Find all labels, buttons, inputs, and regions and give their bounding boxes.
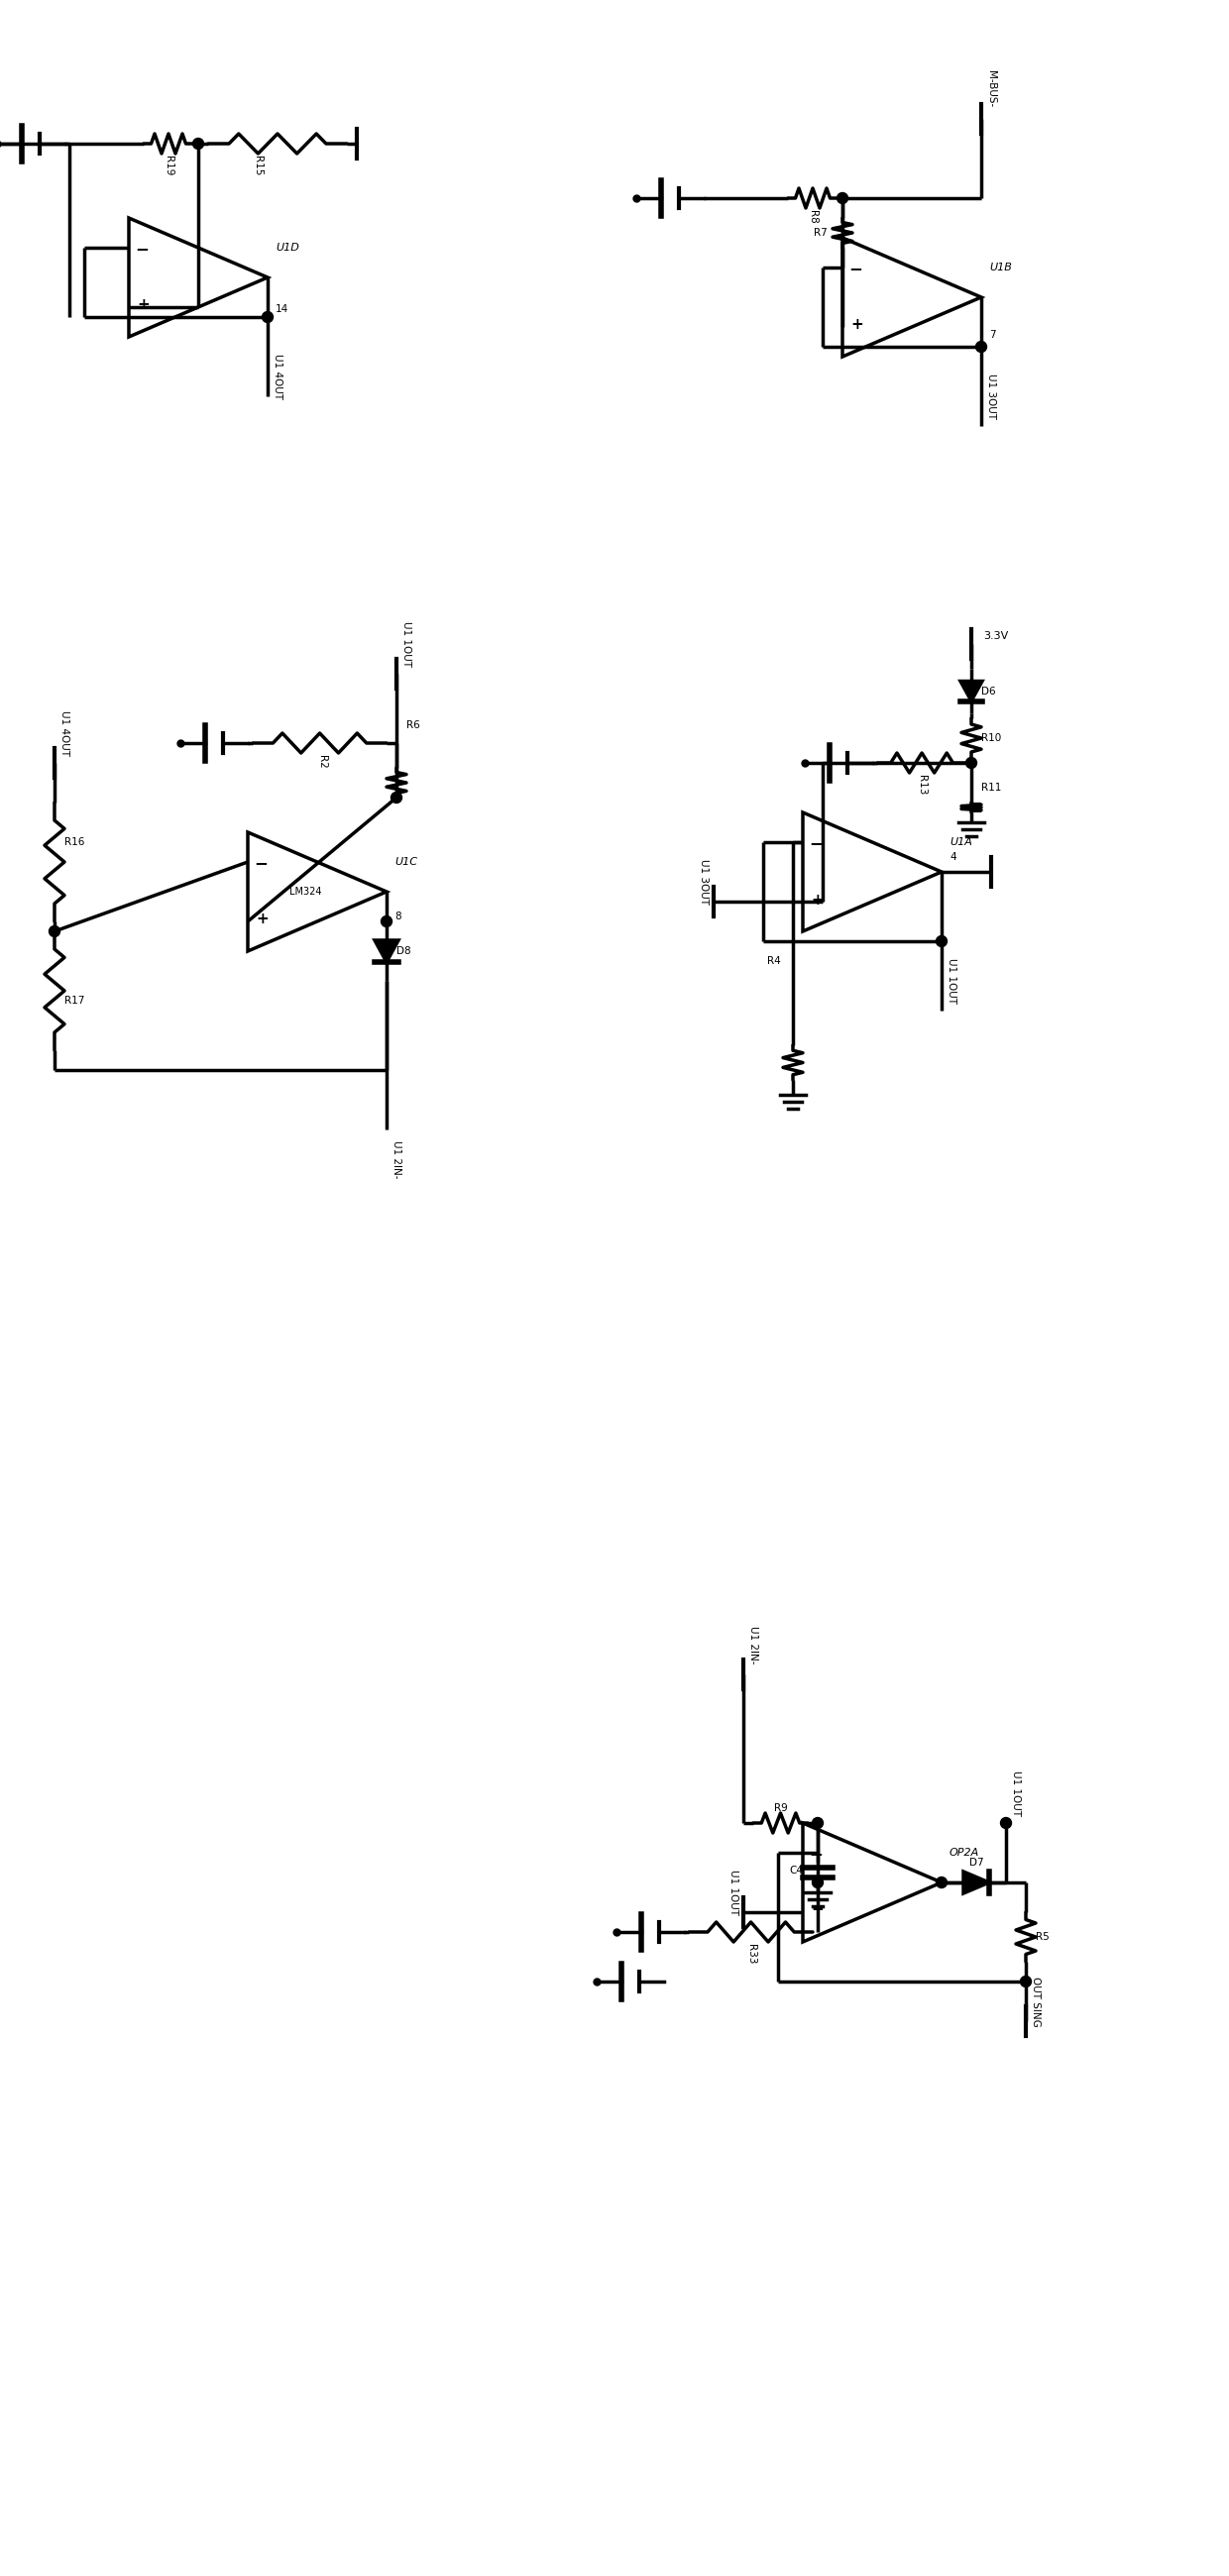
Text: R10: R10 [981, 734, 1002, 742]
Text: OP2A: OP2A [950, 1847, 980, 1857]
Text: +: + [138, 299, 150, 312]
Circle shape [391, 791, 402, 804]
Text: 4: 4 [950, 853, 956, 863]
Text: +: + [811, 1904, 823, 1917]
Text: U1 2IN-: U1 2IN- [392, 1141, 402, 1177]
Text: U1 1OUT: U1 1OUT [729, 1870, 739, 1914]
Text: R6: R6 [407, 721, 420, 732]
Text: U1 3OUT: U1 3OUT [699, 858, 709, 904]
Circle shape [812, 1878, 823, 1888]
Polygon shape [964, 1873, 989, 1893]
Text: D8: D8 [397, 945, 410, 956]
Text: R17: R17 [64, 997, 85, 1005]
Circle shape [966, 757, 977, 768]
Text: U1C: U1C [395, 858, 418, 868]
Text: D7: D7 [968, 1857, 983, 1868]
Circle shape [381, 917, 392, 927]
Text: C4: C4 [789, 1865, 803, 1875]
Polygon shape [960, 680, 982, 701]
Circle shape [936, 935, 948, 948]
Text: R7: R7 [814, 227, 827, 237]
Text: R5: R5 [1036, 1932, 1050, 1942]
Text: U1 1OUT: U1 1OUT [402, 621, 412, 667]
Circle shape [193, 139, 204, 149]
Circle shape [837, 193, 848, 204]
Circle shape [1020, 1976, 1031, 1986]
Text: R19: R19 [163, 155, 173, 175]
Text: U1 3OUT: U1 3OUT [986, 374, 995, 420]
Circle shape [812, 1819, 823, 1829]
Circle shape [262, 312, 273, 322]
Text: 7: 7 [989, 330, 995, 340]
Text: R11: R11 [981, 783, 1002, 793]
Text: M-BUS-: M-BUS- [986, 70, 995, 108]
Text: R9: R9 [774, 1803, 788, 1814]
Text: +: + [257, 912, 269, 927]
Text: R2: R2 [317, 755, 327, 768]
Text: U1D: U1D [275, 242, 299, 252]
Text: R8: R8 [807, 211, 817, 224]
Text: −: − [254, 855, 268, 871]
Text: D6: D6 [981, 685, 995, 696]
Text: −: − [809, 835, 822, 853]
Text: 3.3V: 3.3V [983, 631, 1008, 641]
Circle shape [936, 1878, 948, 1888]
Text: U1 1OUT: U1 1OUT [1011, 1770, 1021, 1816]
Text: U1A: U1A [950, 837, 972, 848]
Text: 14: 14 [275, 304, 289, 314]
Text: U1 2IN-: U1 2IN- [748, 1625, 758, 1664]
Text: 8: 8 [395, 912, 401, 922]
Text: R16: R16 [64, 837, 85, 848]
Circle shape [1000, 1819, 1011, 1829]
Text: −: − [135, 240, 149, 258]
Text: −: − [809, 1844, 822, 1862]
Text: OUT SING: OUT SING [1031, 1976, 1041, 2027]
Circle shape [976, 340, 987, 353]
Text: U1 1OUT: U1 1OUT [946, 958, 956, 1005]
Text: R4: R4 [767, 956, 780, 966]
Text: R33: R33 [746, 1945, 756, 1963]
Text: +: + [811, 891, 823, 907]
Text: U1B: U1B [989, 263, 1011, 273]
Text: R15: R15 [253, 155, 263, 175]
Polygon shape [375, 940, 398, 961]
Text: +: + [850, 317, 864, 332]
Text: U1 4OUT: U1 4OUT [59, 711, 69, 755]
Text: −: − [848, 260, 863, 278]
Circle shape [49, 925, 60, 938]
Text: LM324: LM324 [289, 886, 321, 896]
Text: R13: R13 [917, 775, 927, 796]
Text: U1 4OUT: U1 4OUT [273, 353, 283, 399]
